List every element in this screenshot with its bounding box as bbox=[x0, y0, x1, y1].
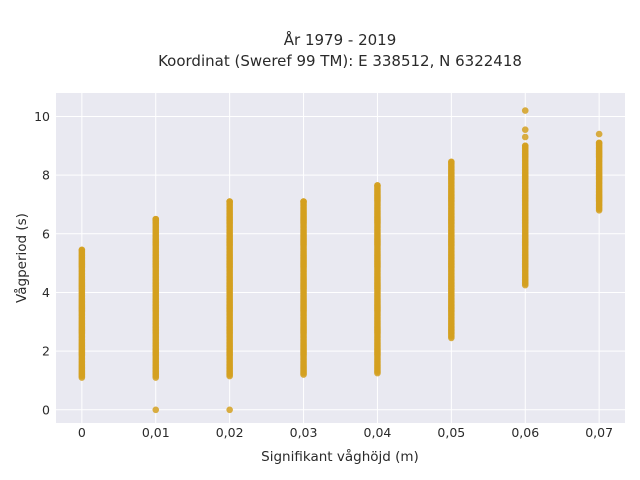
x-tick-label: 0 bbox=[78, 425, 86, 440]
y-tick-label: 0 bbox=[42, 402, 50, 417]
x-tick-label: 0,03 bbox=[290, 425, 318, 440]
data-point bbox=[152, 406, 160, 414]
data-point bbox=[521, 126, 529, 133]
chart-title-line-1: År 1979 - 2019 bbox=[284, 30, 397, 49]
data-point bbox=[226, 198, 233, 205]
data-point bbox=[521, 133, 529, 141]
y-axis-label: Vågperiod (s) bbox=[13, 213, 30, 303]
x-axis-label: Signifikant våghöjd (m) bbox=[261, 448, 419, 465]
y-tick-label: 6 bbox=[42, 226, 50, 241]
data-point bbox=[595, 130, 603, 138]
y-tick-label: 8 bbox=[42, 168, 50, 183]
data-point bbox=[226, 406, 233, 414]
data-point bbox=[300, 198, 307, 205]
x-tick-label: 0,05 bbox=[437, 425, 465, 440]
x-tick-label: 0,04 bbox=[364, 425, 392, 440]
data-point bbox=[595, 139, 603, 147]
data-point bbox=[152, 215, 160, 223]
y-tick-label: 10 bbox=[34, 109, 50, 124]
y-tick-label: 4 bbox=[42, 285, 50, 300]
data-point bbox=[78, 246, 86, 254]
data-point bbox=[521, 107, 529, 114]
x-tick-label: 0,01 bbox=[142, 425, 170, 440]
x-tick-label: 0,07 bbox=[585, 425, 613, 440]
plot-area bbox=[56, 93, 625, 423]
data-point bbox=[448, 158, 455, 166]
data-points bbox=[78, 107, 603, 414]
y-tick-label: 2 bbox=[42, 344, 50, 359]
data-point bbox=[374, 182, 381, 189]
x-tick-label: 0,02 bbox=[216, 425, 244, 440]
chart-title-line-2: Koordinat (Sweref 99 TM): E 338512, N 63… bbox=[158, 52, 522, 70]
data-point bbox=[521, 142, 529, 150]
y-axis-ticks: 0 2 4 6 8 10 bbox=[34, 109, 50, 417]
x-tick-label: 0,06 bbox=[511, 425, 539, 440]
x-axis-ticks: 0 0,01 0,02 0,03 0,04 0,05 0,06 0,07 bbox=[78, 425, 613, 440]
